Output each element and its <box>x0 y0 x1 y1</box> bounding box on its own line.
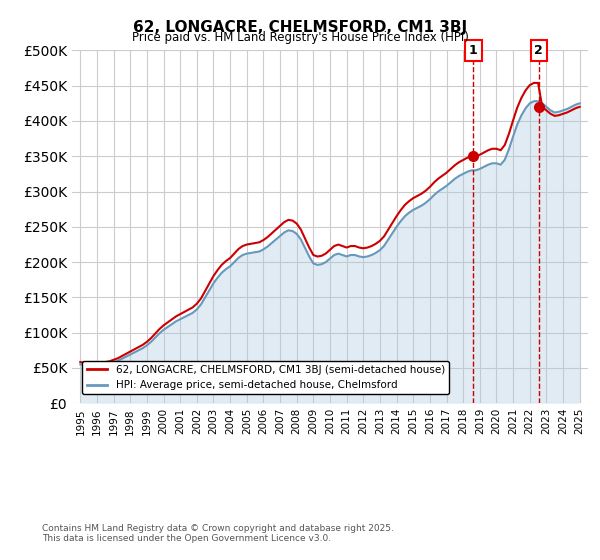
Text: 62, LONGACRE, CHELMSFORD, CM1 3BJ: 62, LONGACRE, CHELMSFORD, CM1 3BJ <box>133 20 467 35</box>
Text: 2: 2 <box>535 44 543 57</box>
Legend: 62, LONGACRE, CHELMSFORD, CM1 3BJ (semi-detached house), HPI: Average price, sem: 62, LONGACRE, CHELMSFORD, CM1 3BJ (semi-… <box>82 361 449 394</box>
Text: Price paid vs. HM Land Registry's House Price Index (HPI): Price paid vs. HM Land Registry's House … <box>131 31 469 44</box>
Text: 1: 1 <box>469 44 478 57</box>
Text: Contains HM Land Registry data © Crown copyright and database right 2025.
This d: Contains HM Land Registry data © Crown c… <box>42 524 394 543</box>
